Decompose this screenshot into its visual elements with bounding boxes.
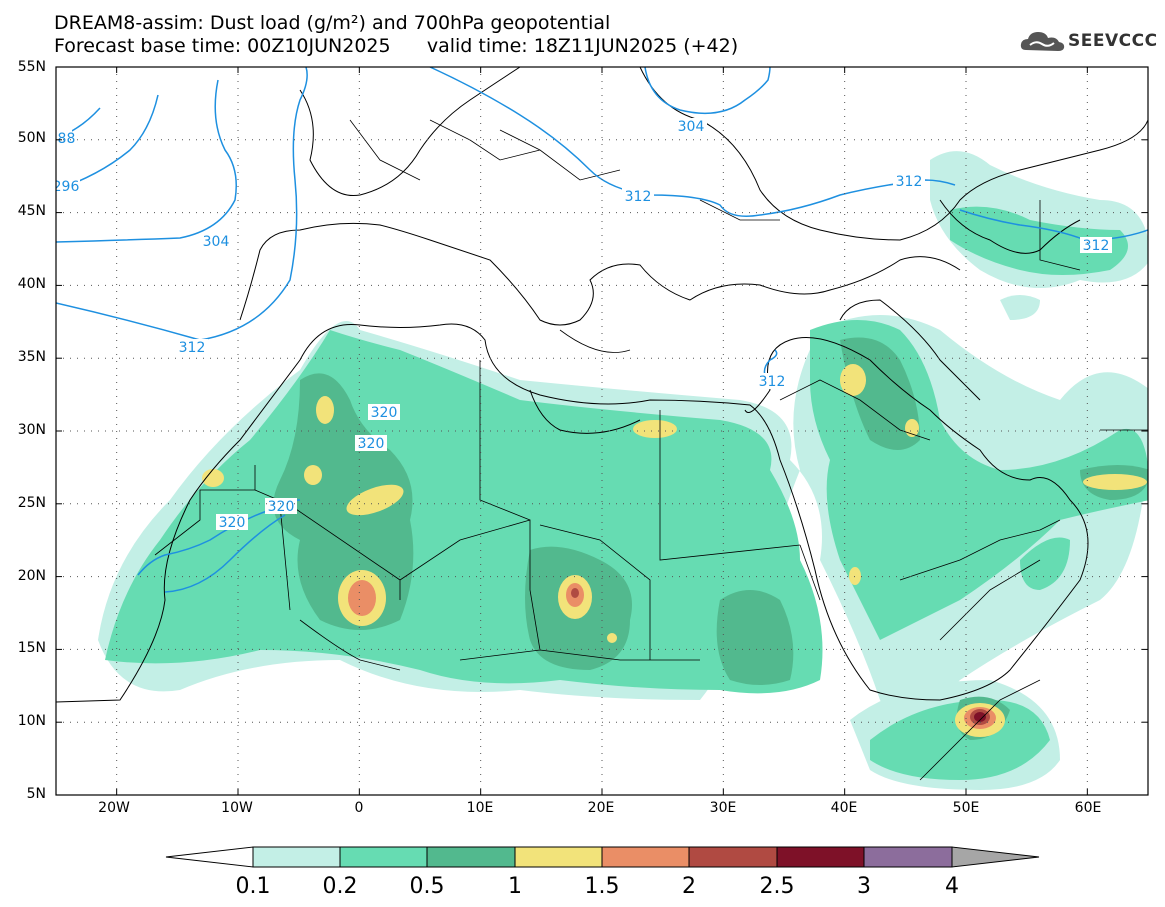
colorbar-bin (426, 846, 516, 868)
lon-label: 60E (1074, 800, 1102, 816)
map-subtitle: Forecast base time: 00Z10JUN2025 valid t… (54, 35, 739, 57)
colorbar-bin (339, 846, 428, 868)
axis-ticks (56, 66, 1148, 796)
lat-label: 10N (17, 713, 46, 729)
contour-label: 312 (179, 340, 206, 356)
contour-label: 320 (219, 515, 246, 531)
lon-label: 10W (221, 800, 253, 816)
colorbar-bin (776, 846, 865, 868)
lat-label: 55N (17, 59, 46, 75)
colorbar-label: 2.5 (759, 874, 795, 899)
logo-text: SEEVCCC (1068, 31, 1158, 51)
map-graticule (56, 67, 1148, 795)
colorbar-bin (514, 846, 603, 868)
lon-label: 50E (952, 800, 980, 816)
contour-label: 320 (358, 436, 385, 452)
lat-label: 45N (17, 203, 46, 219)
coastlines (56, 67, 1148, 703)
country-borders (154, 119, 1148, 781)
lat-label: 35N (17, 349, 46, 365)
lon-label: 0 (354, 800, 364, 816)
lat-label: 15N (17, 640, 46, 656)
contour-label: 304 (678, 119, 705, 135)
colorbar-label: 2 (682, 874, 696, 899)
colorbar-label: 0.1 (235, 874, 271, 899)
contour-label: 320 (371, 405, 398, 421)
lon-label: 40E (830, 800, 858, 816)
contour-label: 304 (203, 234, 230, 250)
colorbar-bin (252, 846, 341, 868)
colorbar (165, 846, 1040, 868)
contour-label: 296 (53, 179, 80, 195)
lon-label: 20W (98, 800, 130, 816)
lon-label: 20E (587, 800, 615, 816)
colorbar-label: 4 (945, 874, 959, 899)
colorbar-label: 1.5 (584, 874, 620, 899)
lat-label: 30N (17, 422, 46, 438)
contour-labels: 288 296 304 304 312 312 312 312 320 320 … (49, 118, 1112, 531)
colorbar-bin (688, 846, 778, 868)
lat-label: 20N (17, 568, 46, 584)
colorbar-under-arrow (165, 846, 254, 868)
colorbar-label: 0.2 (322, 874, 358, 899)
dust-shading (98, 151, 1148, 790)
contour-label: 320 (268, 499, 295, 515)
colorbar-label: 1 (508, 874, 522, 899)
contour-label: 312 (896, 174, 923, 190)
map-title: DREAM8-assim: Dust load (g/m²) and 700hP… (54, 12, 611, 34)
lat-label: 25N (17, 495, 46, 511)
colorbar-bin (863, 846, 953, 868)
colorbar-bin (601, 846, 690, 868)
lat-label: 5N (26, 786, 46, 802)
colorbar-label: 3 (857, 874, 871, 899)
colorbar-over-arrow (951, 846, 1040, 868)
lat-label: 50N (17, 130, 46, 146)
contour-label: 312 (1083, 238, 1110, 254)
lat-label: 40N (17, 276, 46, 292)
colorbar-label: 0.5 (409, 874, 445, 899)
lon-label: 10E (466, 800, 494, 816)
contour-label: 312 (759, 374, 786, 390)
cloud-logo-icon (1020, 32, 1065, 51)
contour-label: 288 (49, 131, 76, 147)
contour-label: 312 (625, 189, 652, 205)
lon-label: 30E (709, 800, 737, 816)
